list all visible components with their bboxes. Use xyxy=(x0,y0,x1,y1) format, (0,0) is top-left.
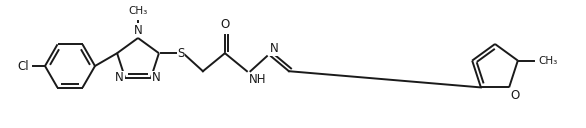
Text: CH₃: CH₃ xyxy=(539,56,558,66)
Text: NH: NH xyxy=(248,73,266,86)
Text: O: O xyxy=(510,89,519,102)
Text: N: N xyxy=(152,71,161,84)
Text: Cl: Cl xyxy=(18,60,29,72)
Text: N: N xyxy=(115,71,124,84)
Text: CH₃: CH₃ xyxy=(128,7,148,17)
Text: N: N xyxy=(134,24,142,36)
Text: O: O xyxy=(220,18,230,31)
Text: S: S xyxy=(177,47,185,60)
Text: N: N xyxy=(270,42,279,55)
